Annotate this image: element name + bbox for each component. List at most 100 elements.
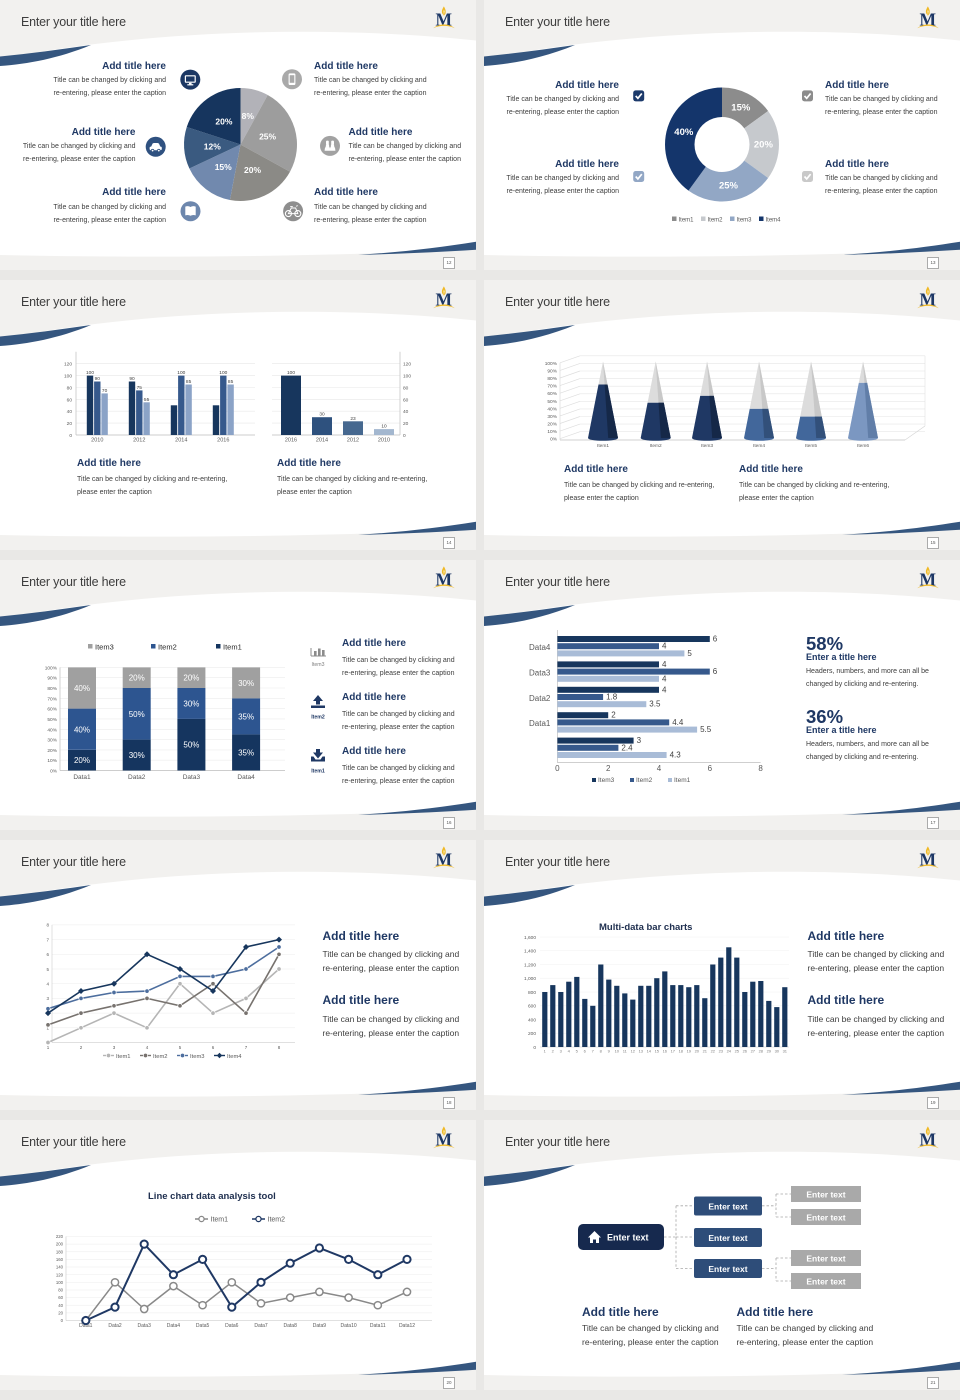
svg-text:16: 16 — [663, 1049, 668, 1054]
svg-text:2.4: 2.4 — [621, 743, 633, 752]
svg-text:Item3: Item3 — [701, 443, 713, 449]
svg-text:4: 4 — [662, 660, 667, 669]
svg-text:20: 20 — [403, 421, 409, 427]
svg-text:31: 31 — [783, 1049, 788, 1054]
svg-text:15%: 15% — [215, 162, 232, 172]
svg-text:0: 0 — [533, 1045, 536, 1051]
svg-text:12%: 12% — [204, 141, 221, 151]
svg-text:4: 4 — [662, 685, 667, 694]
svg-text:3: 3 — [113, 1045, 116, 1050]
svg-text:35%: 35% — [238, 749, 254, 758]
svg-text:Item3: Item3 — [190, 1054, 205, 1060]
svg-text:Item3: Item3 — [312, 662, 325, 668]
svg-text:85: 85 — [228, 379, 234, 385]
svg-text:23: 23 — [719, 1049, 724, 1054]
svg-text:6: 6 — [212, 1045, 215, 1050]
svg-text:Data1: Data1 — [529, 719, 551, 728]
svg-text:200: 200 — [56, 1242, 64, 1247]
svg-text:85: 85 — [186, 379, 192, 385]
svg-text:10%: 10% — [547, 429, 557, 435]
svg-text:4: 4 — [568, 1049, 571, 1054]
svg-text:Data11: Data11 — [370, 1323, 386, 1329]
svg-text:80%: 80% — [47, 686, 57, 692]
svg-text:25%: 25% — [719, 180, 739, 191]
svg-text:Enter text: Enter text — [708, 1201, 747, 1211]
svg-text:220: 220 — [56, 1234, 64, 1239]
svg-text:2014: 2014 — [316, 438, 328, 444]
svg-text:0%: 0% — [550, 437, 558, 443]
svg-text:1.8: 1.8 — [606, 693, 618, 702]
svg-text:80: 80 — [403, 386, 409, 392]
svg-text:Enter text: Enter text — [806, 1212, 845, 1222]
svg-text:11: 11 — [623, 1049, 628, 1054]
svg-text:90: 90 — [95, 376, 101, 382]
svg-text:Data1: Data1 — [73, 774, 91, 781]
svg-text:M: M — [920, 10, 937, 30]
svg-text:5: 5 — [576, 1049, 579, 1054]
svg-text:1: 1 — [46, 1026, 49, 1031]
svg-text:0: 0 — [403, 433, 406, 439]
svg-text:0: 0 — [69, 433, 72, 439]
svg-text:Data4: Data4 — [237, 774, 255, 781]
svg-text:5: 5 — [46, 967, 49, 972]
svg-text:20%: 20% — [74, 756, 90, 765]
svg-text:Item2: Item2 — [158, 643, 177, 652]
svg-text:22: 22 — [711, 1049, 716, 1054]
svg-text:Data12: Data12 — [399, 1323, 415, 1329]
svg-text:8%: 8% — [242, 111, 255, 121]
svg-text:55: 55 — [144, 397, 150, 403]
svg-text:Item2: Item2 — [636, 777, 653, 784]
svg-text:M: M — [436, 570, 453, 590]
svg-text:3: 3 — [560, 1049, 563, 1054]
svg-text:Enter text: Enter text — [806, 1189, 845, 1199]
svg-text:0%: 0% — [50, 769, 58, 775]
svg-text:4: 4 — [657, 764, 662, 773]
svg-text:6: 6 — [584, 1049, 587, 1054]
svg-text:20: 20 — [67, 421, 73, 427]
svg-text:23: 23 — [350, 416, 356, 422]
svg-text:8: 8 — [278, 1045, 281, 1050]
svg-text:Enter text: Enter text — [806, 1253, 845, 1263]
svg-text:28: 28 — [759, 1049, 764, 1054]
svg-text:M: M — [920, 570, 937, 590]
svg-text:2: 2 — [606, 764, 611, 773]
svg-text:100: 100 — [177, 370, 185, 376]
svg-text:10: 10 — [381, 424, 387, 430]
svg-text:Item3: Item3 — [598, 777, 615, 784]
svg-text:8: 8 — [600, 1049, 603, 1054]
svg-text:30%: 30% — [129, 751, 145, 760]
svg-text:Data3: Data3 — [183, 774, 201, 781]
svg-text:100: 100 — [56, 1280, 64, 1285]
svg-text:Data7: Data7 — [254, 1323, 268, 1329]
svg-text:3: 3 — [46, 996, 49, 1001]
svg-text:35%: 35% — [238, 712, 254, 721]
svg-text:4: 4 — [46, 982, 49, 987]
svg-text:90%: 90% — [47, 676, 57, 682]
svg-text:180: 180 — [56, 1249, 64, 1254]
svg-text:21: 21 — [703, 1049, 708, 1054]
svg-text:27: 27 — [751, 1049, 756, 1054]
svg-text:10: 10 — [615, 1049, 620, 1054]
svg-text:1,600: 1,600 — [524, 935, 536, 941]
svg-text:800: 800 — [528, 990, 536, 996]
svg-text:19: 19 — [687, 1049, 692, 1054]
svg-text:4.3: 4.3 — [670, 751, 682, 760]
svg-text:120: 120 — [403, 362, 411, 368]
svg-text:9: 9 — [608, 1049, 611, 1054]
svg-text:Data4: Data4 — [529, 643, 551, 652]
svg-text:Item1: Item1 — [311, 769, 325, 775]
svg-text:2: 2 — [552, 1049, 555, 1054]
svg-text:600: 600 — [528, 1004, 536, 1010]
svg-text:2012: 2012 — [133, 438, 145, 444]
svg-text:M: M — [920, 1130, 937, 1150]
svg-text:7: 7 — [46, 937, 49, 942]
svg-text:70%: 70% — [547, 384, 557, 390]
svg-text:20%: 20% — [215, 117, 232, 127]
svg-text:Item6: Item6 — [857, 443, 869, 449]
svg-text:17: 17 — [671, 1049, 676, 1054]
svg-text:15%: 15% — [731, 103, 751, 114]
svg-text:10%: 10% — [47, 758, 57, 764]
svg-text:14: 14 — [647, 1049, 652, 1054]
svg-text:70%: 70% — [47, 696, 57, 702]
svg-text:Data2: Data2 — [128, 774, 146, 781]
